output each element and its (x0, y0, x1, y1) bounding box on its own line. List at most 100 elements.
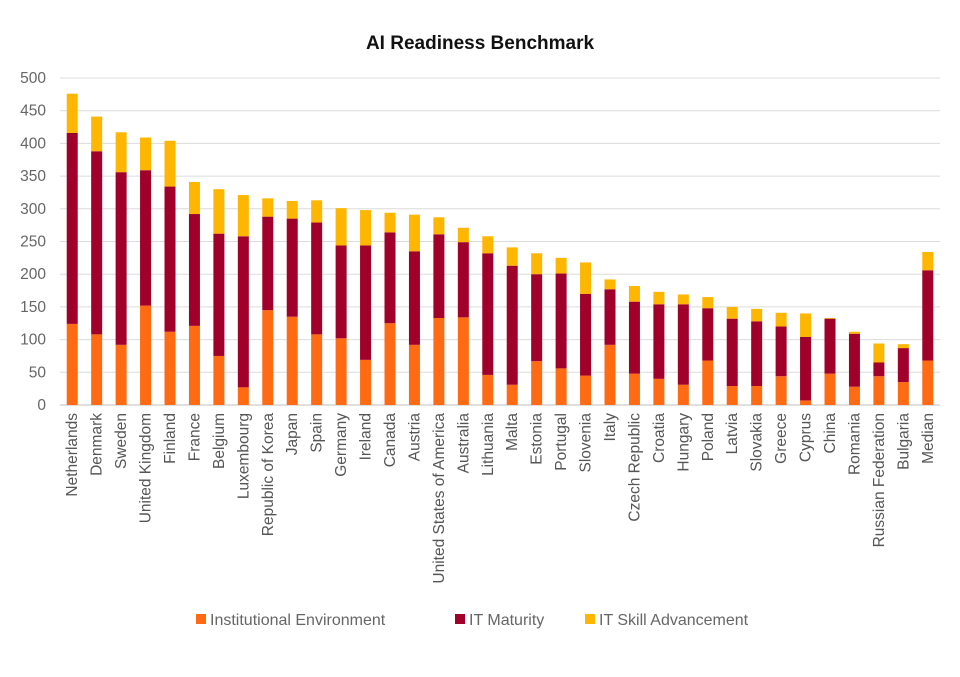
x-tick-label: Slovenia (578, 413, 595, 473)
y-tick-label: 150 (20, 299, 46, 316)
y-tick-label: 200 (20, 266, 46, 283)
bar-segment-3 (66, 93, 78, 133)
bar-segment-3 (140, 137, 152, 171)
bar-segment-2 (360, 245, 372, 360)
y-tick-label: 250 (20, 234, 46, 251)
bar-segment-1 (726, 386, 738, 405)
bar-segment-2 (237, 236, 249, 388)
bar-segment-2 (677, 304, 689, 385)
bar-segment-3 (482, 236, 494, 254)
bar-segment-3 (726, 306, 738, 319)
bar-segment-3 (580, 262, 592, 294)
bar-segment-1 (384, 323, 396, 405)
legend-swatch (455, 614, 465, 624)
bar-segment-2 (311, 222, 323, 335)
bar-segment-2 (213, 233, 225, 356)
bar-segment-1 (188, 325, 200, 405)
bar-segment-2 (824, 318, 836, 374)
x-tick-label: Greece (773, 413, 790, 464)
x-tick-label: Median (920, 413, 937, 464)
bar-segment-2 (262, 216, 274, 311)
bar-segment-2 (897, 348, 909, 383)
bar-segment-2 (628, 301, 640, 374)
bar-segment-3 (408, 214, 420, 252)
y-tick-label: 100 (20, 332, 46, 349)
legend-label: Institutional Environment (210, 612, 386, 629)
bar-segment-1 (457, 317, 469, 405)
bar-segment-1 (897, 382, 909, 405)
bar-segment-1 (800, 400, 812, 405)
x-tick-label: Japan (284, 413, 301, 455)
bar-segment-3 (311, 200, 323, 223)
bar-segment-1 (506, 384, 518, 405)
bar-segment-1 (604, 344, 616, 405)
bar-segment-1 (213, 355, 225, 405)
bar-segment-2 (286, 218, 298, 317)
bar-segment-2 (384, 232, 396, 324)
legend-label: IT Maturity (469, 612, 544, 629)
bar-segment-3 (751, 308, 763, 322)
x-tick-label: Italy (602, 413, 619, 442)
x-tick-label: United States of America (431, 413, 448, 584)
bar-segment-2 (433, 234, 445, 319)
bar-segment-1 (824, 373, 836, 405)
bar-segment-1 (237, 387, 249, 405)
x-tick-label: Cyprus (798, 413, 815, 462)
bar-segment-2 (775, 326, 787, 377)
bar-segment-3 (457, 227, 469, 243)
x-tick-label: Malta (504, 413, 521, 451)
bar-segment-2 (555, 273, 567, 369)
bar-segment-1 (335, 338, 347, 405)
bar-segment-1 (555, 368, 567, 405)
bar-segment-2 (604, 289, 616, 345)
y-tick-label: 400 (20, 135, 46, 152)
bar-segment-1 (360, 359, 372, 405)
x-tick-label: Russian Federation (871, 413, 888, 547)
bar-segment-1 (873, 376, 885, 405)
bar-segment-2 (580, 293, 592, 376)
bars (66, 93, 934, 405)
bar-segment-3 (506, 247, 518, 266)
bar-segment-1 (115, 344, 127, 405)
bar-segment-2 (66, 132, 78, 324)
bar-segment-3 (335, 208, 347, 246)
x-tick-label: Germany (333, 413, 350, 477)
x-tick-label: United Kingdom (138, 413, 155, 523)
y-tick-label: 0 (37, 397, 46, 414)
bar-segment-3 (384, 212, 396, 233)
bar-segment-3 (555, 257, 567, 274)
bar-segment-3 (115, 132, 127, 173)
y-tick-label: 50 (29, 364, 47, 381)
bar-segment-3 (775, 312, 787, 327)
y-tick-label: 350 (20, 168, 46, 185)
x-tick-label: Netherlands (64, 413, 81, 497)
bar-segment-3 (360, 210, 372, 246)
x-tick-label: Belgium (211, 413, 228, 469)
bar-segment-1 (628, 373, 640, 405)
bar-segment-3 (237, 195, 249, 237)
bar-segment-1 (677, 384, 689, 405)
bar-segment-1 (408, 344, 420, 405)
bar-segment-3 (824, 318, 836, 319)
bar-segment-2 (800, 336, 812, 401)
bar-segment-3 (286, 200, 298, 219)
bar-segment-3 (91, 116, 103, 152)
bar-segment-3 (677, 294, 689, 305)
x-tick-label: China (822, 413, 839, 454)
x-tick-label: Czech Republic (626, 413, 643, 522)
y-tick-label: 450 (20, 103, 46, 120)
bar-segment-2 (457, 242, 469, 318)
bar-segment-3 (702, 297, 714, 309)
bar-segment-2 (922, 270, 934, 361)
bar-segment-1 (286, 316, 298, 405)
bar-segment-2 (848, 333, 860, 387)
bar-segment-1 (140, 305, 152, 405)
x-tick-label: Ireland (358, 413, 375, 460)
bar-segment-2 (91, 151, 103, 335)
y-tick-label: 500 (20, 70, 46, 87)
bar-segment-1 (922, 360, 934, 405)
x-tick-label: Bulgaria (895, 413, 912, 470)
bar-segment-1 (702, 360, 714, 405)
